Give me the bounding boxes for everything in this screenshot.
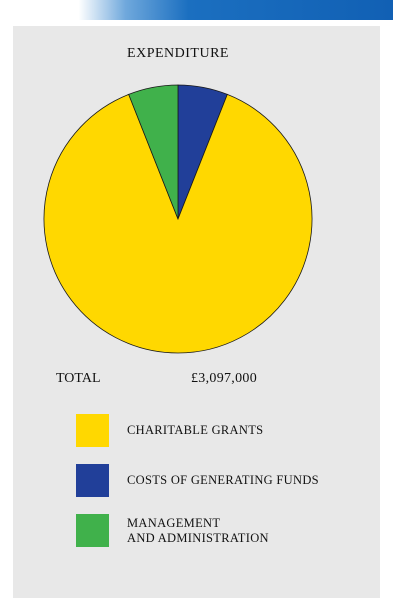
legend-swatch — [76, 414, 109, 447]
total-label: TOTAL — [56, 371, 101, 386]
header-gradient-bar — [0, 0, 393, 20]
legend-swatch — [76, 514, 109, 547]
legend-label: CHARITABLE GRANTS — [127, 423, 264, 437]
chart-panel: EXPENDITURE TOTAL £3,097,000 CHARITABLE … — [13, 26, 380, 598]
legend-swatch — [76, 464, 109, 497]
slice-charitable-grants — [43, 93, 313, 354]
legend-label: COSTS OF GENERATING FUNDS — [127, 473, 319, 487]
total-value: £3,097,000 — [191, 371, 257, 386]
legend-label: MANAGEMENT AND ADMINISTRATION — [127, 516, 269, 545]
chart-title: EXPENDITURE — [127, 46, 229, 61]
pie-chart — [43, 84, 313, 354]
slice-management-administration — [128, 84, 179, 220]
